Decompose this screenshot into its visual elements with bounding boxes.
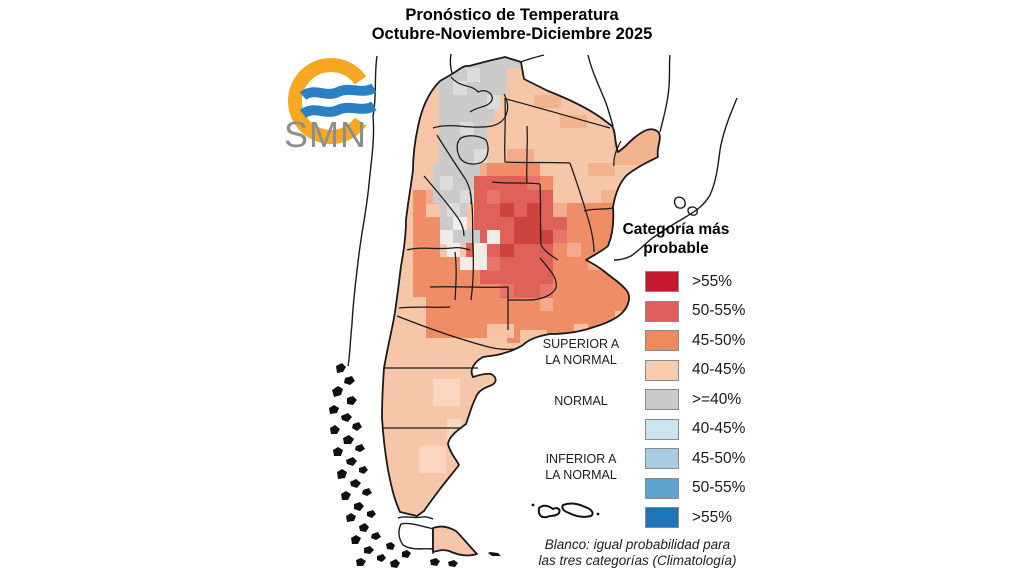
category-superior-line-1: SUPERIOR A <box>542 337 620 351</box>
cells-gray-light <box>440 68 500 217</box>
category-normal-line-1: NORMAL <box>554 394 608 408</box>
legend-swatch <box>645 271 679 292</box>
legend-label: >55% <box>692 272 733 290</box>
legend-label: 45-50% <box>692 331 746 349</box>
legend-title: Categoría más probable <box>596 220 756 258</box>
smn-logo-ring <box>288 58 367 144</box>
legend-label: 45-50% <box>692 449 746 467</box>
legend-swatch <box>645 389 679 410</box>
legend-swatch <box>645 330 679 351</box>
category-superior-line-2: LA NORMAL <box>545 352 617 367</box>
uruguay-lagoon-2 <box>687 206 698 216</box>
legend-label: >=40% <box>692 390 742 408</box>
legend-row: 50-55% <box>645 300 746 322</box>
chilean-tierra-del-fuego <box>398 522 434 550</box>
neighbour-borders <box>347 53 738 550</box>
category-label-inferior: INFERIOR A LA NORMAL <box>526 452 636 483</box>
bolivia-border <box>449 53 453 74</box>
legend: >55% 50-55% 45-50% 40-45% >=40% 40-45% 4… <box>645 271 745 537</box>
cells-near-white <box>440 217 500 270</box>
legend-row: 50-55% <box>645 477 746 499</box>
legend-row: >55% <box>645 507 745 528</box>
region-55-core <box>500 203 553 257</box>
legend-label: 40-45% <box>692 420 746 437</box>
brazil-uruguay-coast <box>613 97 738 261</box>
footnote-line-2: las tres categorías (Climatología) <box>538 553 737 568</box>
legend-row: >55% <box>645 271 745 292</box>
legend-row: >=40% <box>645 389 745 410</box>
legend-row: 45-50% <box>645 448 745 469</box>
category-inferior-line-1: INFERIOR A <box>545 452 617 466</box>
legend-swatch <box>645 507 679 528</box>
title-line-2: Octubre-Noviembre-Diciembre 2025 <box>371 25 653 43</box>
map-title: Pronóstico de Temperatura Octubre-Noviem… <box>0 6 1024 44</box>
chile-fjords <box>329 363 501 568</box>
legend-title-line-2: probable <box>643 240 709 257</box>
legend-label: 50-55% <box>692 479 746 496</box>
category-inferior-line-2: LA NORMAL <box>545 467 617 482</box>
legend-title-line-1: Categoría más <box>622 221 730 238</box>
legend-swatch <box>645 448 679 469</box>
paraguay-river <box>587 54 614 127</box>
legend-swatch <box>645 418 679 440</box>
province-borders <box>382 76 622 554</box>
legend-row: 40-45% <box>645 359 746 381</box>
footnote-line-1: Blanco: igual probabilidad para <box>544 537 731 552</box>
bolivia-paraguay-border <box>520 54 545 63</box>
legend-row: 40-45% <box>645 418 746 440</box>
category-label-superior: SUPERIOR A LA NORMAL <box>526 337 636 368</box>
parana-river <box>659 54 671 133</box>
footnote: Blanco: igual probabilidad para las tres… <box>505 537 770 569</box>
legend-swatch <box>645 359 679 381</box>
category-label-normal: NORMAL <box>526 394 636 410</box>
legend-label: 40-45% <box>692 361 746 378</box>
legend-label: 50-55% <box>692 302 746 319</box>
chile-coastline <box>347 55 378 367</box>
smn-logo-waves <box>299 83 377 119</box>
title-line-1: Pronóstico de Temperatura <box>405 6 619 24</box>
magellan-strait-line <box>397 516 434 520</box>
argentina-outline <box>381 56 661 557</box>
legend-row: 45-50% <box>645 330 745 351</box>
smn-logo-text: SMN <box>284 114 367 155</box>
legend-swatch <box>645 477 679 499</box>
uruguay-lagoon-1 <box>673 196 686 209</box>
legend-label: >55% <box>692 508 733 526</box>
malvinas-islands <box>531 502 600 519</box>
smn-logo <box>288 58 377 144</box>
legend-swatch <box>645 300 679 322</box>
